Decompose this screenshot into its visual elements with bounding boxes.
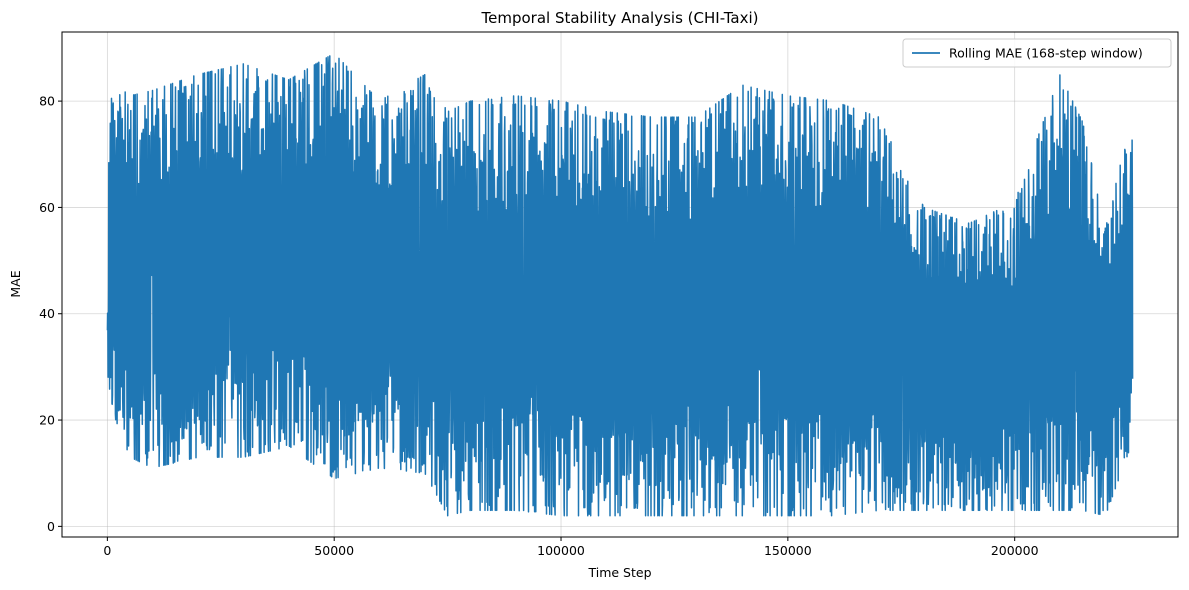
x-tick-label: 200000 <box>991 543 1039 558</box>
x-tick-label: 0 <box>103 543 111 558</box>
series-line <box>106 55 1134 517</box>
x-tick-label: 150000 <box>764 543 812 558</box>
y-tick-label: 0 <box>47 519 55 534</box>
x-axis: 0 50000 100000 150000 200000 <box>103 537 1039 558</box>
y-axis-label: MAE <box>8 270 23 297</box>
y-axis: 0 20 40 60 80 <box>39 94 62 534</box>
x-tick-label: 50000 <box>314 543 354 558</box>
legend-box <box>902 38 1172 68</box>
plot-frame <box>61 31 1179 538</box>
x-tick-label: 100000 <box>537 543 585 558</box>
x-axis-label: Time Step <box>587 565 651 580</box>
y-tick-label: 40 <box>39 306 55 321</box>
y-tick-label: 80 <box>39 94 55 109</box>
y-tick-label: 20 <box>39 413 55 428</box>
legend-label: Rolling MAE (168-step window) <box>949 46 1143 61</box>
y-tick-label: 60 <box>39 200 55 215</box>
chart-title: Temporal Stability Analysis (CHI-Taxi) <box>481 9 759 27</box>
legend: Rolling MAE (168-step window) <box>902 38 1172 68</box>
